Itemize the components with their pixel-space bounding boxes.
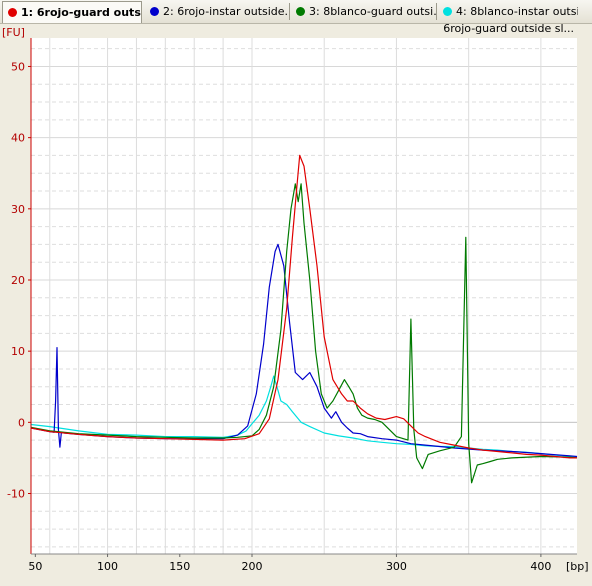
x-tick-label: 50	[28, 560, 42, 573]
green-dot-icon	[296, 7, 305, 16]
tab-separator	[289, 3, 290, 20]
blue-dot-icon	[150, 7, 159, 16]
red-dot-icon	[8, 8, 17, 17]
trace-line-1	[30, 154, 577, 459]
trace-lines	[30, 154, 578, 484]
trace-line-4	[30, 375, 578, 458]
y-tick-label: 40	[11, 132, 25, 145]
plot-area	[31, 38, 577, 554]
x-axis-label: [bp]	[566, 560, 589, 573]
tab-trace-2-label: 2: 6rojo-instar outside...	[163, 5, 290, 18]
y-tick-labels: -10 0 10 20 30 40 50	[7, 60, 31, 501]
x-tick-label: 300	[386, 560, 407, 573]
tab-trace-1-label: 1: 6rojo-guard outs...	[21, 6, 142, 19]
tab-separator	[436, 3, 437, 20]
y-tick-label: 30	[11, 203, 25, 216]
y-tick-label: 0	[18, 416, 25, 429]
x-tick-label: 150	[169, 560, 190, 573]
x-tick-labels: 50 100 150 200 300 400	[28, 554, 551, 573]
y-tick-label: 10	[11, 345, 25, 358]
tab-trace-3[interactable]: 3: 8blanco-guard outsi...	[291, 1, 437, 22]
trace-tab-bar: 1: 6rojo-guard outs... 2: 6rojo-instar o…	[0, 0, 592, 24]
y-axis-label: [FU]	[2, 26, 25, 39]
sample-subtitle: 6rojo-guard outside sl...	[443, 22, 574, 35]
y-tick-label: 50	[11, 60, 25, 73]
tab-trace-3-label: 3: 8blanco-guard outsi...	[309, 5, 437, 18]
tab-trace-4[interactable]: 4: 8blanco-instar outsi...	[438, 1, 578, 22]
x-tick-label: 400	[530, 560, 551, 573]
x-tick-label: 200	[242, 560, 263, 573]
cyan-dot-icon	[443, 7, 452, 16]
grid-lines	[31, 38, 577, 554]
x-tick-label: 100	[97, 560, 118, 573]
y-tick-label: -10	[7, 488, 25, 501]
y-tick-label: 20	[11, 274, 25, 287]
tab-trace-1[interactable]: 1: 6rojo-guard outs...	[2, 1, 142, 23]
tab-trace-2[interactable]: 2: 6rojo-instar outside...	[145, 1, 290, 22]
tab-trace-4-label: 4: 8blanco-instar outsi...	[456, 5, 578, 18]
